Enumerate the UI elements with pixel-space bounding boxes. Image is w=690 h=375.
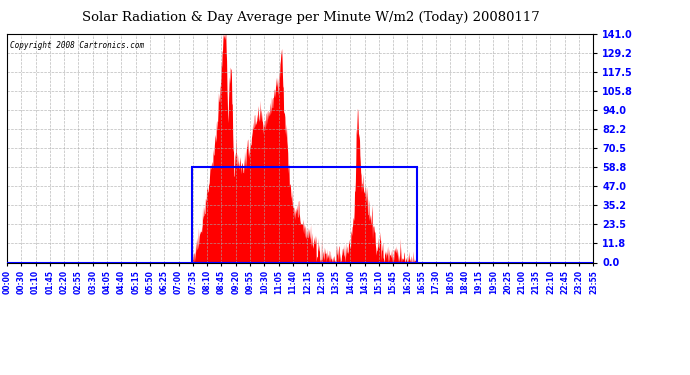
Text: Solar Radiation & Day Average per Minute W/m2 (Today) 20080117: Solar Radiation & Day Average per Minute… <box>81 11 540 24</box>
Text: Copyright 2008 Cartronics.com: Copyright 2008 Cartronics.com <box>10 40 144 50</box>
Bar <box>193 167 417 262</box>
